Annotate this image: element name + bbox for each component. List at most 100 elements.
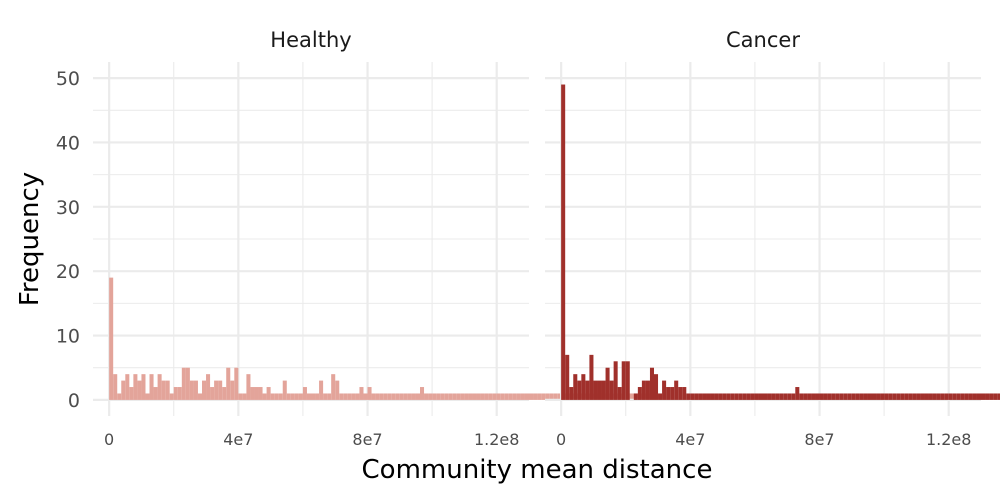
histogram-bar	[157, 374, 162, 400]
histogram-bar	[355, 393, 360, 400]
histogram-bar	[956, 393, 961, 400]
histogram-bar	[516, 393, 521, 400]
histogram-bar	[827, 393, 832, 400]
histogram-bar	[274, 393, 279, 400]
histogram-bar	[476, 393, 481, 400]
histogram-bar	[444, 393, 449, 400]
histogram-bar	[799, 393, 804, 400]
histogram-bar	[654, 374, 659, 400]
histogram-bar	[383, 393, 388, 400]
histogram-bar	[351, 393, 356, 400]
histogram-bar	[133, 374, 138, 400]
histogram-bar	[851, 393, 856, 400]
histogram-bar	[920, 393, 925, 400]
histogram-bar	[710, 393, 715, 400]
histogram-bar	[738, 393, 743, 400]
histogram-bar	[129, 387, 134, 400]
histogram-bar	[589, 354, 594, 400]
histogram-bar	[432, 393, 437, 400]
histogram-bar	[484, 393, 489, 400]
histogram-bar	[137, 380, 142, 400]
histogram-bar	[904, 393, 909, 400]
histogram-bar	[210, 387, 215, 400]
histogram-bar	[985, 393, 990, 400]
histogram-bar	[399, 393, 404, 400]
histogram-bar	[900, 393, 905, 400]
y-tick-label: 30	[56, 197, 80, 219]
y-axis-title: Frequency	[15, 172, 45, 306]
histogram-bar	[294, 393, 299, 400]
histogram-bar	[763, 393, 768, 400]
histogram-bar	[787, 393, 792, 400]
histogram-bar	[250, 387, 255, 400]
histogram-bar	[282, 380, 287, 400]
y-axis: 0 10 20 30 40 50	[56, 68, 80, 412]
panel-cancer: Cancer 0 4e7 8e7 1.2e8	[545, 28, 1000, 449]
histogram-bar	[863, 393, 868, 400]
histogram-bar	[226, 367, 231, 400]
histogram-bar	[323, 393, 328, 400]
histogram-bar	[758, 393, 763, 400]
histogram-bar	[565, 354, 570, 400]
x-tick-label: 8e7	[804, 430, 834, 449]
histogram-bar	[577, 380, 582, 400]
panel-healthy: Healthy 0 4e7 8e7 1.2e8	[93, 28, 663, 449]
histogram-bar	[436, 393, 441, 400]
histogram-bar	[791, 393, 796, 400]
histogram-bar	[238, 393, 243, 400]
x-tick-label: 8e7	[352, 430, 382, 449]
histogram-bar	[496, 393, 501, 400]
histogram-bar	[690, 393, 695, 400]
histogram-bar	[993, 393, 998, 400]
histogram-bar	[448, 393, 453, 400]
histogram-bar	[658, 393, 663, 400]
histogram-bar	[662, 380, 667, 400]
histogram-bar	[702, 393, 707, 400]
histogram-bar	[541, 393, 546, 400]
histogram-bar	[411, 393, 416, 400]
histogram-bar	[270, 393, 275, 400]
histogram-bar	[686, 393, 691, 400]
histogram-bar	[121, 380, 126, 400]
histogram-bar	[500, 393, 505, 400]
histogram-bar	[678, 387, 683, 400]
histogram-bar	[214, 380, 219, 400]
histogram-bar	[468, 393, 473, 400]
histogram-bar	[573, 374, 578, 400]
histogram-bar	[609, 380, 614, 400]
histogram-bar	[932, 393, 937, 400]
histogram-bar	[908, 393, 913, 400]
histogram-bar	[367, 387, 372, 400]
histogram-bar	[549, 393, 554, 400]
histogram-bar	[254, 387, 259, 400]
histogram-bar	[795, 387, 800, 400]
histogram-bar	[698, 393, 703, 400]
histogram-bar	[391, 393, 396, 400]
histogram-bar	[125, 374, 130, 400]
histogram-bar	[286, 393, 291, 400]
histogram-bar	[981, 393, 986, 400]
histogram-bar	[682, 387, 687, 400]
histogram-bar	[428, 393, 433, 400]
histogram-bar	[537, 393, 542, 400]
histogram-bar	[601, 380, 606, 400]
histogram-bar	[456, 393, 461, 400]
histogram-bar	[674, 380, 679, 400]
histogram-bar	[948, 393, 953, 400]
histogram-bar	[670, 387, 675, 400]
histogram-bar	[234, 367, 239, 400]
histogram-bar	[375, 393, 380, 400]
histogram-bar	[718, 393, 723, 400]
histogram-bar	[327, 393, 332, 400]
histogram-bar	[625, 361, 630, 400]
histogram-bar	[424, 393, 429, 400]
y-tick-label: 0	[68, 390, 80, 412]
histogram-bar	[113, 374, 118, 400]
histogram-bar	[641, 380, 646, 400]
histogram-bar	[867, 393, 872, 400]
histogram-bar	[347, 393, 352, 400]
histogram-bar	[896, 393, 901, 400]
histogram-bar	[569, 387, 574, 400]
y-tick-label: 20	[56, 261, 80, 283]
